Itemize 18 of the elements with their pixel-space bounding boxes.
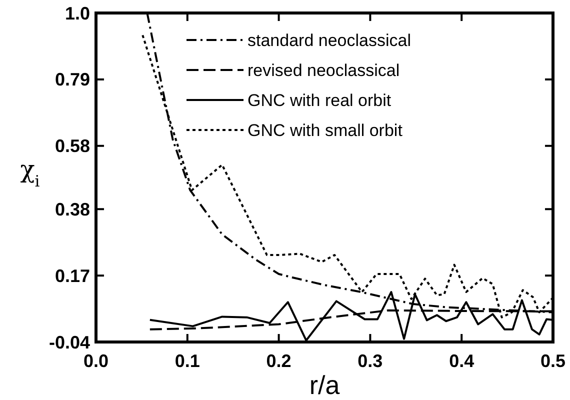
legend-label: standard neoclassical (248, 30, 411, 50)
y-tick-label: 0.58 (54, 136, 90, 156)
x-tick-label: 0.4 (449, 351, 474, 371)
legend-label: GNC with real orbit (248, 90, 392, 110)
x-tick-label: 0.5 (540, 351, 566, 371)
y-axis-title: χ$_{i}$ (20, 156, 40, 190)
y-tick-label: 0.38 (54, 199, 90, 220)
x-tick-label: 0.3 (358, 351, 383, 371)
x-tick-label: 0.1 (174, 351, 200, 371)
legend-label: revised neoclassical (248, 60, 400, 80)
y-tick-label: 0.17 (54, 266, 90, 286)
x-tick-label: 0.0 (83, 351, 109, 371)
y-tick-label: 1.0 (64, 3, 90, 24)
y-tick-label: -0.04 (48, 332, 90, 352)
x-axis-title: r/a (309, 370, 340, 400)
legend-label: GNC with small orbit (248, 120, 403, 140)
x-tick-label: 0.2 (266, 351, 292, 371)
y-tick-label: 0.79 (54, 70, 90, 90)
